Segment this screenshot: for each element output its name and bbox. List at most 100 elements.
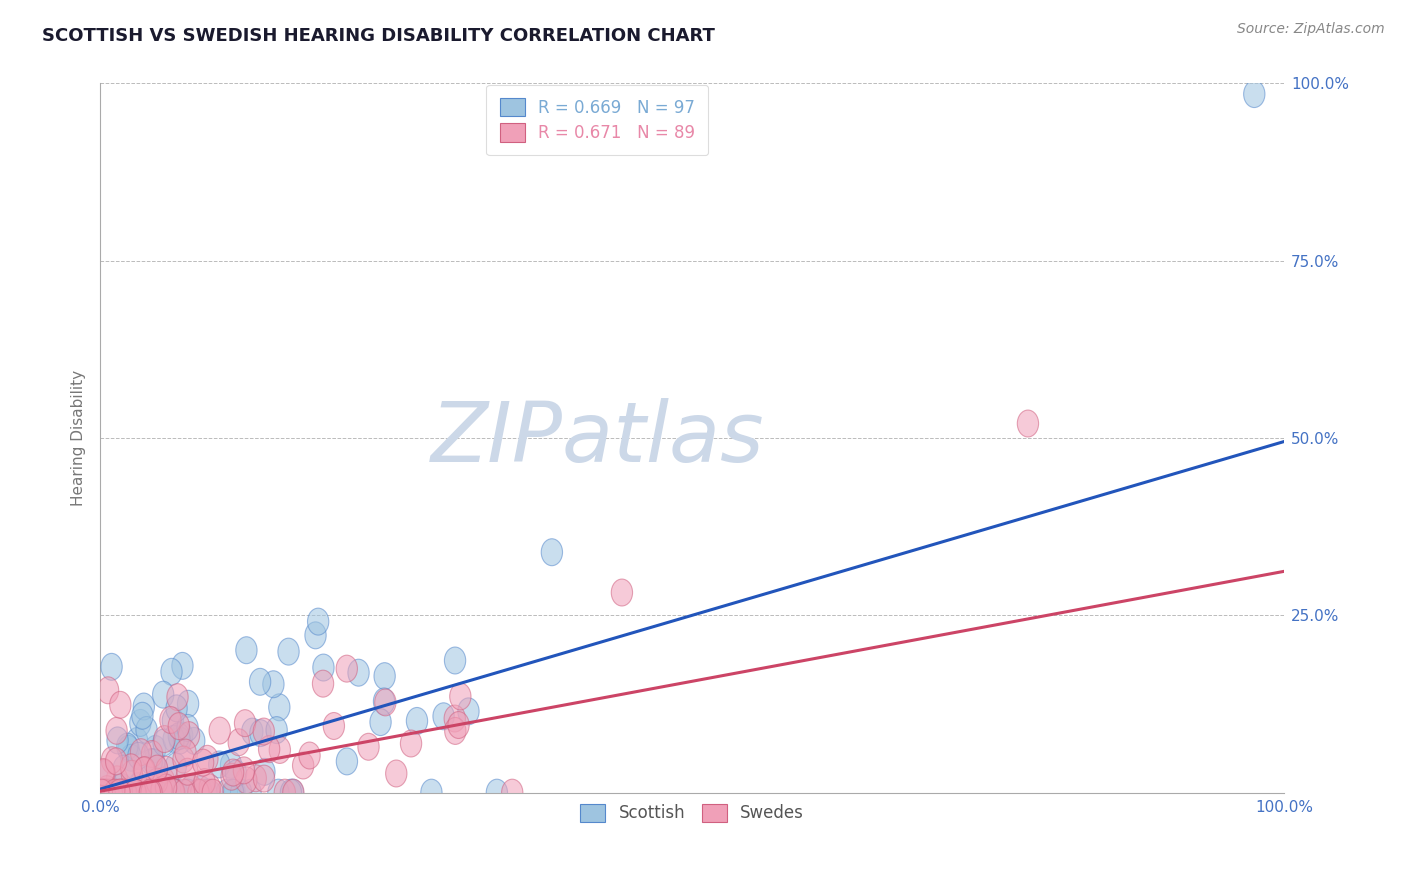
Ellipse shape (180, 775, 202, 802)
Ellipse shape (166, 695, 187, 722)
Ellipse shape (374, 663, 395, 690)
Ellipse shape (191, 780, 212, 806)
Ellipse shape (101, 747, 122, 773)
Ellipse shape (177, 690, 198, 717)
Ellipse shape (155, 780, 177, 806)
Ellipse shape (90, 780, 112, 806)
Ellipse shape (128, 742, 149, 770)
Ellipse shape (127, 728, 148, 755)
Ellipse shape (253, 758, 276, 785)
Ellipse shape (163, 780, 184, 806)
Ellipse shape (198, 780, 219, 806)
Ellipse shape (155, 780, 176, 806)
Ellipse shape (231, 780, 252, 806)
Ellipse shape (94, 761, 115, 788)
Ellipse shape (105, 717, 128, 744)
Ellipse shape (93, 780, 114, 806)
Ellipse shape (449, 712, 470, 739)
Ellipse shape (132, 702, 153, 730)
Ellipse shape (96, 780, 117, 806)
Ellipse shape (93, 758, 114, 786)
Ellipse shape (94, 780, 115, 806)
Ellipse shape (312, 670, 333, 698)
Ellipse shape (177, 714, 198, 741)
Ellipse shape (162, 707, 184, 734)
Ellipse shape (117, 733, 138, 760)
Ellipse shape (121, 760, 142, 788)
Ellipse shape (249, 668, 271, 695)
Ellipse shape (374, 688, 395, 714)
Ellipse shape (163, 779, 184, 805)
Ellipse shape (165, 780, 186, 806)
Ellipse shape (236, 637, 257, 664)
Ellipse shape (283, 780, 304, 806)
Ellipse shape (486, 780, 508, 806)
Y-axis label: Hearing Disability: Hearing Disability (72, 370, 86, 506)
Ellipse shape (129, 709, 150, 737)
Ellipse shape (235, 710, 256, 737)
Ellipse shape (444, 705, 465, 732)
Ellipse shape (96, 780, 117, 806)
Ellipse shape (323, 713, 344, 739)
Ellipse shape (111, 773, 132, 800)
Ellipse shape (250, 720, 271, 747)
Ellipse shape (259, 736, 280, 763)
Ellipse shape (146, 768, 167, 795)
Ellipse shape (221, 764, 242, 790)
Ellipse shape (125, 780, 146, 806)
Ellipse shape (450, 683, 471, 710)
Ellipse shape (107, 766, 128, 793)
Ellipse shape (169, 727, 191, 754)
Ellipse shape (107, 727, 128, 754)
Ellipse shape (141, 772, 162, 800)
Ellipse shape (370, 708, 391, 736)
Ellipse shape (118, 735, 139, 763)
Ellipse shape (153, 729, 174, 756)
Ellipse shape (146, 756, 167, 782)
Ellipse shape (115, 780, 136, 806)
Ellipse shape (612, 579, 633, 606)
Ellipse shape (359, 733, 380, 760)
Ellipse shape (141, 780, 162, 806)
Ellipse shape (163, 780, 184, 806)
Ellipse shape (266, 716, 287, 744)
Ellipse shape (111, 779, 132, 805)
Ellipse shape (195, 780, 217, 806)
Ellipse shape (169, 723, 190, 749)
Ellipse shape (173, 746, 194, 773)
Ellipse shape (347, 659, 370, 686)
Ellipse shape (98, 780, 120, 806)
Ellipse shape (134, 780, 156, 806)
Ellipse shape (502, 780, 523, 806)
Ellipse shape (121, 744, 142, 772)
Ellipse shape (169, 713, 190, 739)
Ellipse shape (385, 760, 406, 787)
Ellipse shape (153, 725, 176, 753)
Ellipse shape (98, 780, 120, 806)
Ellipse shape (139, 780, 160, 806)
Ellipse shape (172, 652, 193, 680)
Ellipse shape (374, 689, 396, 716)
Ellipse shape (222, 759, 243, 786)
Ellipse shape (312, 654, 335, 681)
Ellipse shape (299, 742, 321, 769)
Ellipse shape (177, 780, 198, 806)
Ellipse shape (200, 780, 221, 806)
Ellipse shape (245, 764, 266, 792)
Ellipse shape (308, 608, 329, 635)
Ellipse shape (172, 722, 193, 749)
Ellipse shape (139, 780, 160, 806)
Ellipse shape (202, 780, 224, 806)
Ellipse shape (156, 774, 177, 801)
Ellipse shape (194, 769, 215, 796)
Ellipse shape (197, 746, 218, 772)
Ellipse shape (1244, 80, 1265, 108)
Ellipse shape (167, 683, 188, 711)
Ellipse shape (104, 780, 125, 806)
Ellipse shape (1018, 410, 1039, 437)
Ellipse shape (458, 698, 479, 725)
Ellipse shape (541, 539, 562, 566)
Ellipse shape (177, 780, 198, 806)
Ellipse shape (107, 780, 128, 806)
Ellipse shape (163, 725, 184, 752)
